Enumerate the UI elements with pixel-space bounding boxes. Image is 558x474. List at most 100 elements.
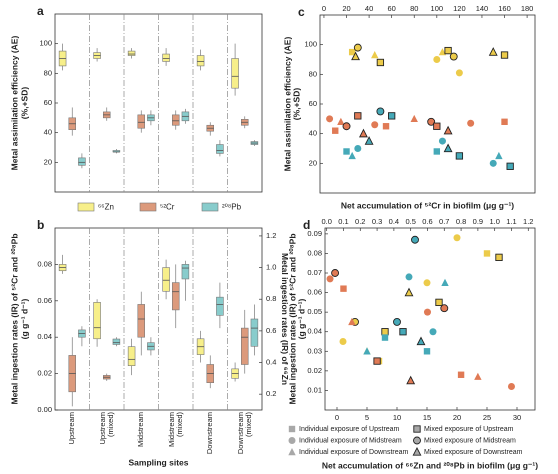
x2-tick-label: 0.4 xyxy=(389,217,399,226)
legend-label: Individual exposure of Downstream xyxy=(299,449,409,456)
y-tick-label: 40 xyxy=(44,128,52,137)
point xyxy=(337,117,345,125)
legend-marker xyxy=(288,437,296,444)
point xyxy=(488,47,498,56)
legend-label: ⁶⁶Zn xyxy=(98,203,114,212)
box-body xyxy=(216,296,224,316)
y2-tick-label: 1.2 xyxy=(266,231,276,240)
y-tick-label: 0.06 xyxy=(37,296,52,305)
legend-label: Individual exposure of Upstream xyxy=(299,426,400,433)
point xyxy=(351,51,360,61)
x2-tick-label: 0.0 xyxy=(321,217,331,226)
x-tick-label: 15 xyxy=(423,413,431,422)
box-body xyxy=(112,338,121,345)
panel-label: d xyxy=(303,218,310,232)
point xyxy=(363,347,371,355)
point xyxy=(410,114,418,123)
y-tick-label: 100 xyxy=(304,40,317,49)
x-tick-label: Downstream (mixed) xyxy=(235,412,253,455)
box-body xyxy=(137,114,146,129)
point xyxy=(455,69,463,77)
x-tick-label: Midstream xyxy=(136,412,146,448)
y2-axis-label: Metal ingestion rates (IR) of ⁶⁶Zn xyxy=(280,253,290,385)
point xyxy=(433,122,441,130)
panel-label: c xyxy=(298,5,305,19)
point xyxy=(500,51,509,59)
point xyxy=(427,117,436,126)
legend-swatch xyxy=(201,202,219,212)
x2-tick-label: 0.8 xyxy=(456,217,466,226)
y-tick-label: 40 xyxy=(309,129,317,138)
point xyxy=(326,275,334,283)
y-tick-label: 0.00 xyxy=(37,405,52,414)
y-tick-label: 80 xyxy=(44,68,52,77)
legend-label: Mixed exposure of Upstream xyxy=(424,426,514,433)
x-tick-label: 160 xyxy=(498,4,511,13)
x2-tick-label: 1.1 xyxy=(506,217,516,226)
x-tick-label: 25 xyxy=(483,413,491,422)
point xyxy=(343,148,350,155)
point xyxy=(354,145,362,152)
y2-tick-label: 0.8 xyxy=(266,294,276,303)
point xyxy=(388,112,396,120)
x-tick-label: 100 xyxy=(431,4,444,13)
y-axis-label: Metal assimilation efficiency (AE) xyxy=(282,37,292,172)
y-axis-label: (g g⁻¹ d⁻¹) xyxy=(19,299,29,340)
box-body xyxy=(162,267,170,292)
y-tick-label: 0.02 xyxy=(307,366,322,375)
x2-tick-label: 1.2 xyxy=(523,217,533,226)
legend-swatch xyxy=(139,202,157,212)
point xyxy=(506,162,514,170)
point xyxy=(411,235,419,244)
point xyxy=(416,336,426,346)
point xyxy=(399,328,407,336)
point xyxy=(348,48,356,56)
box-body xyxy=(216,144,224,154)
box-body xyxy=(196,55,205,67)
x2-tick-label: 0.3 xyxy=(372,217,382,226)
point xyxy=(405,273,413,281)
point xyxy=(381,334,389,341)
x2-tick-label: 0.5 xyxy=(405,217,415,226)
box-body xyxy=(127,346,136,366)
x-tick-label: 60 xyxy=(387,4,395,13)
y-tick-label: 0.06 xyxy=(307,288,322,297)
legend-label: ²⁰⁸Pb xyxy=(222,203,242,212)
point xyxy=(455,152,464,160)
y-tick-label: 80 xyxy=(309,69,317,78)
y-axis-label: (%,+SD) xyxy=(291,88,301,121)
point xyxy=(376,107,385,116)
x2-tick-label: 0.1 xyxy=(338,217,348,226)
x2-tick-label: 0.7 xyxy=(439,217,449,226)
point xyxy=(353,43,362,52)
x2-tick-label: 1.0 xyxy=(489,217,499,226)
point xyxy=(443,125,453,135)
point xyxy=(404,287,414,297)
x-tick-label: 30 xyxy=(513,413,521,422)
y-tick-label: 60 xyxy=(309,99,317,108)
x-axis-label: Net accumulation of ⁶⁶Zn and ²⁰⁸Pb in bi… xyxy=(322,460,538,470)
point xyxy=(348,151,356,160)
box-body xyxy=(137,304,146,338)
legend-marker xyxy=(413,436,421,445)
point xyxy=(438,48,447,56)
point xyxy=(371,51,379,59)
y-axis-label: (g g⁻¹ d⁻¹) xyxy=(296,299,306,340)
x-tick-label: 80 xyxy=(410,4,418,13)
box-body xyxy=(93,302,101,340)
point xyxy=(359,128,368,138)
y-tick-label: 0.04 xyxy=(307,327,322,336)
point xyxy=(406,375,416,385)
point xyxy=(332,127,339,134)
point xyxy=(331,269,340,277)
point xyxy=(373,357,381,365)
point xyxy=(393,317,401,326)
legend-label: Mixed exposure of Downstream xyxy=(424,449,523,456)
point xyxy=(326,115,334,123)
point xyxy=(449,52,458,61)
panel-label: a xyxy=(37,4,44,18)
point xyxy=(483,250,491,257)
legend-marker xyxy=(412,447,422,456)
point xyxy=(382,123,390,130)
